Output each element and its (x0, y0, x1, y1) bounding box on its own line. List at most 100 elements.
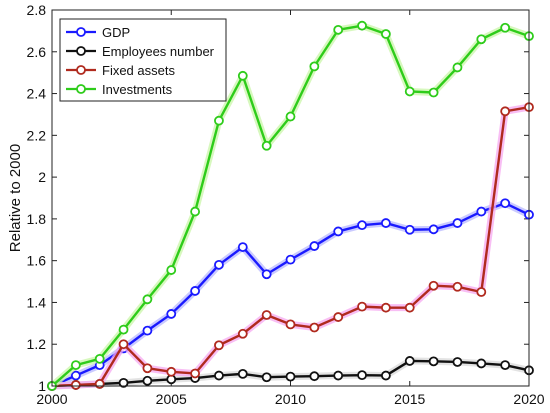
legend-swatch-marker (76, 65, 86, 75)
data-point-gdp (285, 254, 296, 265)
data-point-investments (452, 62, 463, 73)
y-axis-tick-labels: 1 1.2 1.4 1.6 1.8 2 2.2 2.4 2.6 2.8 (27, 2, 47, 394)
data-point-employees-number (142, 375, 153, 386)
data-point-employees-number (214, 370, 224, 381)
data-point-investments (142, 294, 153, 305)
x-tick-label: 2010 (275, 391, 306, 407)
legend-label: Fixed assets (102, 63, 175, 78)
data-point-investments (428, 87, 439, 98)
data-point-fixed-assets (118, 339, 129, 350)
data-point-gdp (166, 309, 177, 319)
data-point-employees-number (476, 358, 487, 369)
data-point-gdp (428, 224, 439, 235)
data-point-gdp (214, 259, 224, 270)
y-tick-label: 1.4 (27, 294, 47, 310)
y-tick-label: 1 (38, 378, 46, 394)
data-point-employees-number (404, 356, 415, 366)
y-tick-label: 2.8 (27, 2, 47, 18)
legend-item-employees-number: Employees number (66, 44, 215, 59)
legend-item-investments: Investments (66, 82, 173, 97)
legend-label: GDP (102, 25, 130, 40)
y-tick-label: 2 (38, 169, 46, 185)
data-point-investments (214, 115, 224, 126)
data-point-investments (166, 265, 177, 275)
data-point-fixed-assets (357, 301, 367, 312)
data-point-fixed-assets (404, 302, 415, 313)
data-point-fixed-assets (380, 302, 391, 313)
x-tick-label: 2005 (156, 391, 187, 407)
data-point-investments (94, 353, 105, 364)
y-axis-label: Relative to 2000 (7, 144, 24, 252)
data-point-fixed-assets (214, 340, 224, 351)
legend-swatch-marker (76, 27, 86, 37)
data-point-fixed-assets (333, 312, 344, 322)
data-point-gdp (333, 226, 344, 237)
y-tick-label: 1.2 (27, 336, 47, 352)
legend-swatch-marker (76, 84, 86, 94)
y-tick-label: 2.6 (27, 44, 47, 60)
data-point-investments (285, 111, 296, 122)
data-point-fixed-assets (309, 322, 320, 333)
data-point-investments (118, 324, 129, 335)
data-point-investments (261, 140, 272, 151)
data-point-fixed-assets (285, 319, 296, 330)
data-point-employees-number (357, 370, 367, 381)
x-tick-label: 2000 (36, 391, 67, 407)
data-point-gdp (357, 220, 367, 231)
data-point-employees-number (261, 372, 272, 383)
data-point-fixed-assets (476, 287, 487, 297)
data-point-employees-number (380, 370, 391, 381)
y-tick-label: 1.6 (27, 253, 47, 269)
data-point-gdp (70, 370, 81, 381)
data-point-investments (70, 360, 81, 371)
series-employees-number (47, 356, 534, 391)
data-point-gdp (404, 224, 415, 235)
y-tick-label: 2.4 (27, 86, 47, 102)
data-point-investments (357, 20, 367, 31)
data-point-employees-number (285, 371, 296, 382)
series-investments (47, 20, 534, 391)
legend-swatch-marker (76, 46, 86, 56)
data-point-fixed-assets (261, 310, 272, 320)
series-layer (47, 20, 534, 391)
data-point-investments (476, 34, 487, 45)
data-point-employees-number (452, 357, 463, 367)
data-point-fixed-assets (500, 106, 511, 117)
data-point-investments (190, 206, 201, 217)
y-tick-label: 1.8 (27, 211, 47, 227)
legend-label: Employees number (102, 44, 215, 59)
data-point-employees-number (118, 377, 129, 388)
data-point-investments (237, 70, 248, 81)
data-point-gdp (190, 286, 201, 296)
legend-item-fixed-assets: Fixed assets (66, 63, 175, 78)
series-fixed-assets (47, 102, 534, 391)
data-point-employees-number (309, 371, 320, 382)
data-point-gdp (309, 241, 320, 251)
data-point-gdp (142, 325, 153, 336)
data-point-gdp (500, 198, 511, 209)
legend-item-gdp: GDP (66, 25, 130, 40)
data-point-investments (500, 22, 511, 33)
data-point-employees-number (428, 356, 439, 367)
data-point-employees-number (333, 370, 344, 381)
data-point-gdp (237, 242, 248, 252)
legend: GDP Employees number Fixed assets Investmen… (59, 18, 227, 102)
plot-border (51, 9, 530, 387)
y-tick-label: 2.2 (27, 127, 47, 143)
legend-label: Investments (102, 82, 173, 97)
data-point-fixed-assets (166, 366, 177, 377)
data-point-investments (309, 61, 320, 72)
data-point-gdp (380, 218, 391, 228)
data-point-fixed-assets (70, 380, 81, 390)
data-point-fixed-assets (452, 281, 463, 292)
x-tick-label: 2015 (394, 391, 425, 407)
data-point-investments (380, 29, 391, 39)
data-point-fixed-assets (428, 280, 439, 291)
data-point-fixed-assets (94, 379, 105, 389)
data-point-employees-number (237, 368, 248, 379)
x-tick-label: 2020 (513, 391, 544, 407)
data-point-fixed-assets (142, 363, 153, 374)
data-point-fixed-assets (190, 368, 201, 379)
data-point-gdp (261, 269, 272, 280)
